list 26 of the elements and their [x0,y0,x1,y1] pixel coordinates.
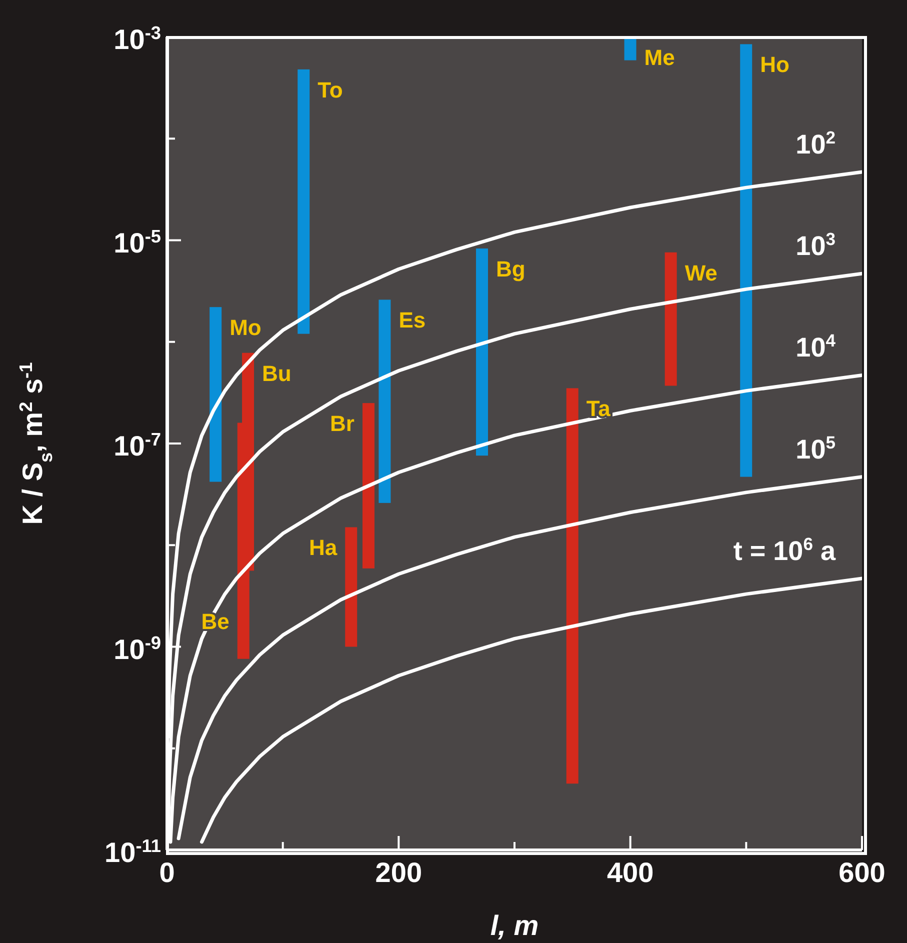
series-label: t = 10$^{6}$ a [733,534,836,566]
x-tick-label: 0 [159,857,175,888]
series-label: Me [644,45,675,70]
y-tick-label: 10$^{-5}$ [114,226,161,258]
x-tick-label: 200 [375,857,422,888]
y-tick-label: 10$^{-9}$ [114,632,161,665]
series-label: Ho [760,52,790,78]
series-label: 10$^{5}$ [796,432,836,464]
series-label: 10$^{3}$ [796,229,836,262]
y-tick-label: 10$^{-7}$ [114,430,161,462]
series-label: We [684,260,718,286]
series-label: Br [330,411,355,436]
x-tick-label: 600 [838,857,886,888]
y-tick-label: 10$^{-11}$ [104,836,161,868]
series-label: Es [398,308,426,333]
series-label: Bu [262,360,292,386]
series-label: To [318,77,343,102]
y-tick-label: 10$^{-3}$ [114,23,161,55]
series-label: 10$^{2}$ [796,127,836,160]
series-label: Mo [230,315,262,340]
series-label: Ha [308,535,338,560]
x-axis-title: l, m [490,910,539,941]
series-label: Ta [586,396,612,422]
series-label: 10$^{4}$ [796,330,836,363]
x-tick-label: 400 [606,857,654,888]
series-label: Bg [496,256,526,282]
